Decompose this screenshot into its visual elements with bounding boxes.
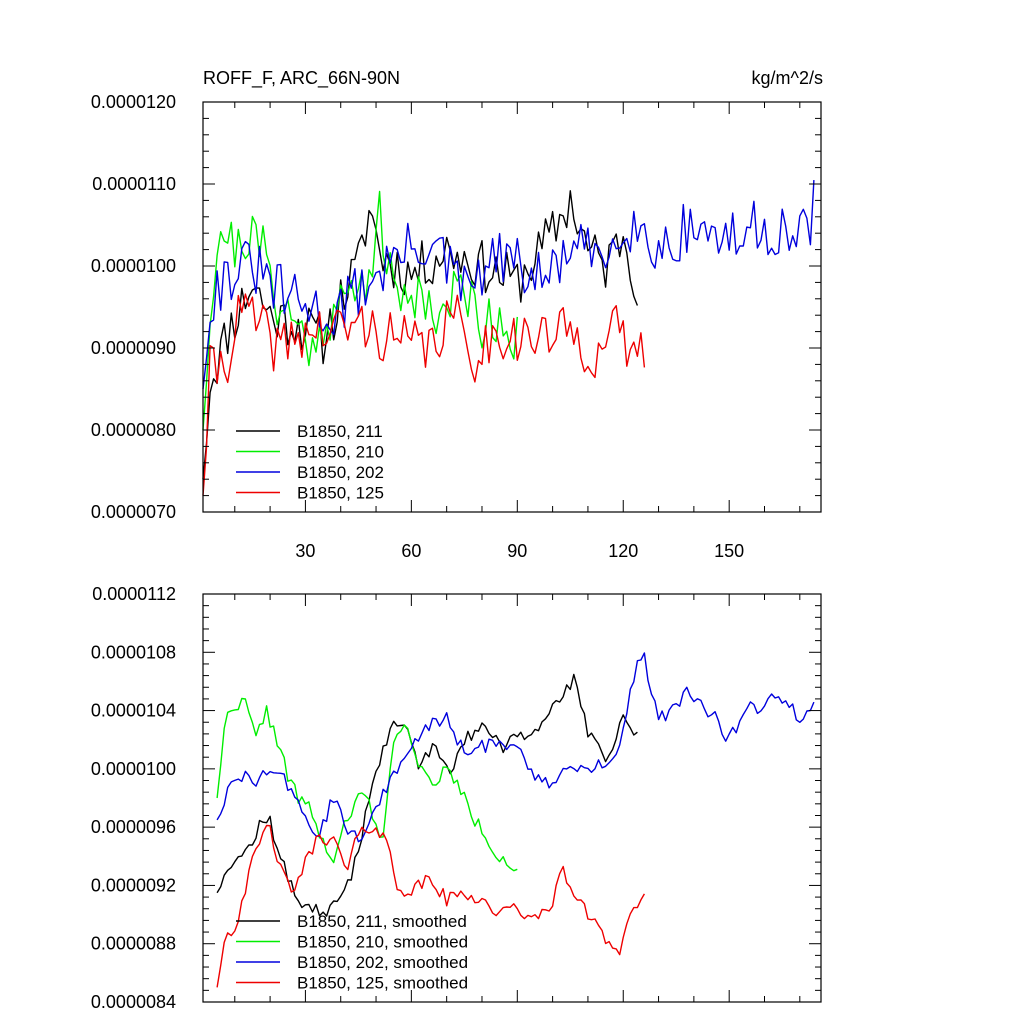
series-line-b1850-125-smoothed <box>216 824 646 988</box>
series-line-b1850-202 <box>202 180 815 390</box>
x-tick-label: 30 <box>295 541 315 561</box>
y-tick-label: 0.0000070 <box>91 502 176 522</box>
legend-label: B1850, 211, smoothed <box>297 912 467 931</box>
legend-label: B1850, 211 <box>297 422 383 441</box>
legend-label: B1850, 202, smoothed <box>297 953 468 972</box>
y-tick-label: 0.0000120 <box>91 92 176 112</box>
x-tick-label: 90 <box>507 541 527 561</box>
legend-label: B1850, 202 <box>297 463 384 482</box>
series-line-b1850-211-smoothed <box>216 673 638 917</box>
y-tick-label: 0.0000096 <box>91 817 176 837</box>
bottom-plot-frame <box>202 593 822 1003</box>
top-plot-frame <box>202 101 822 513</box>
y-tick-label: 0.0000080 <box>91 420 176 440</box>
bottom-axis-ticks: 0.0000084 0.0000088 0.0000092 0.0000096 0.00… <box>91 584 821 1012</box>
y-tick-label: 0.0000100 <box>91 759 176 779</box>
y-tick-label: 0.0000104 <box>91 701 176 721</box>
x-tick-label: 120 <box>608 541 638 561</box>
bottom-series-lines <box>216 652 815 988</box>
legend-label: B1850, 125, smoothed <box>297 974 468 993</box>
y-tick-label: 0.0000108 <box>91 642 176 662</box>
series-line-b1850-210-smoothed <box>216 697 518 872</box>
bottom-legend: B1850, 211, smoothed B1850, 210, smoothed… <box>236 912 468 993</box>
y-tick-label: 0.0000112 <box>92 584 176 604</box>
y-tick-label: 0.0000100 <box>91 256 176 276</box>
top-axis-ticks: 0.0000070 0.0000080 0.0000090 0.0000100 0.00… <box>91 92 821 561</box>
legend-label: B1850, 125 <box>297 484 384 503</box>
chart-title: ROFF_F, ARC_66N-90N <box>203 68 400 89</box>
y-tick-label: 0.0000088 <box>91 934 176 954</box>
x-tick-label: 60 <box>401 541 421 561</box>
legend-label: B1850, 210, smoothed <box>297 933 468 952</box>
series-line-b1850-202-smoothed <box>216 652 815 843</box>
legend-label: B1850, 210 <box>297 443 384 462</box>
x-tick-label: 150 <box>714 541 744 561</box>
chart-units: kg/m^2/s <box>752 68 823 88</box>
top-series-lines <box>202 180 815 496</box>
y-tick-label: 0.0000092 <box>91 875 176 895</box>
top-chart-panel: ROFF_F, ARC_66N-90N kg/m^2/s 0.00000700.… <box>91 68 823 561</box>
series-line-b1850-210 <box>202 190 518 431</box>
y-tick-label: 0.0000084 <box>91 992 176 1012</box>
series-line-b1850-125 <box>202 293 646 496</box>
y-tick-label: 0.0000090 <box>91 338 176 358</box>
series-line-b1850-211 <box>202 190 639 480</box>
bottom-chart-panel: 0.0000084 0.0000088 0.0000092 0.0000096 0.00… <box>91 584 822 1012</box>
y-tick-label: 0.0000110 <box>92 174 176 194</box>
